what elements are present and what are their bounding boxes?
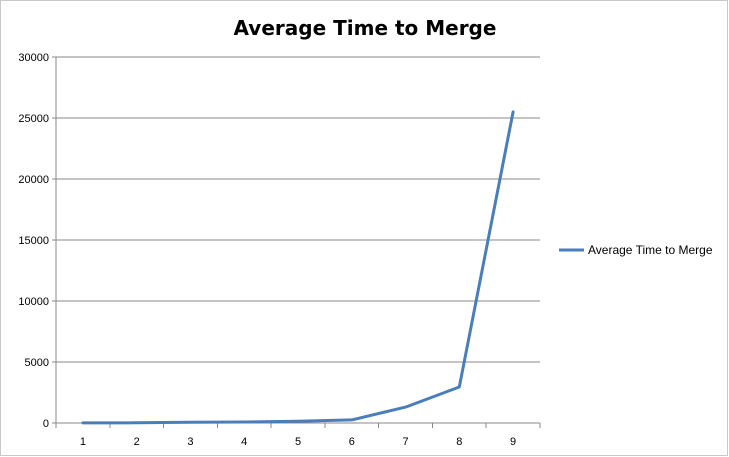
x-tick-label: 3	[187, 436, 193, 448]
x-tick-label: 6	[349, 436, 355, 448]
gridlines	[56, 56, 540, 363]
x-tick-label: 2	[134, 436, 140, 448]
y-tick-label: 30000	[18, 52, 49, 64]
x-tick-label: 8	[456, 436, 462, 448]
y-tick-label: 5000	[25, 357, 49, 369]
x-tick-label: 5	[295, 436, 301, 448]
x-tick-label: 4	[241, 436, 247, 448]
y-tick-label: 25000	[18, 113, 49, 125]
y-tick-label: 20000	[18, 174, 49, 186]
legend: Average Time to Merge	[559, 243, 713, 257]
x-tick-label: 1	[80, 436, 86, 448]
x-tick-labels: 1 2 3 4 5 6 7 8 9	[80, 436, 516, 448]
x-tick-label: 9	[510, 436, 516, 448]
y-tick-label: 0	[43, 418, 49, 430]
axes	[52, 56, 541, 428]
series-line	[81, 110, 515, 425]
legend-label: Average Time to Merge	[588, 243, 713, 257]
chart-title: Average Time to Merge	[234, 16, 497, 40]
y-tick-label: 15000	[18, 235, 49, 247]
x-tick-label: 7	[402, 436, 408, 448]
y-tick-label: 10000	[18, 296, 49, 308]
y-tick-labels: 0 5000 10000 15000 20000 25000 30000	[18, 52, 49, 430]
series-lines	[81, 110, 515, 425]
